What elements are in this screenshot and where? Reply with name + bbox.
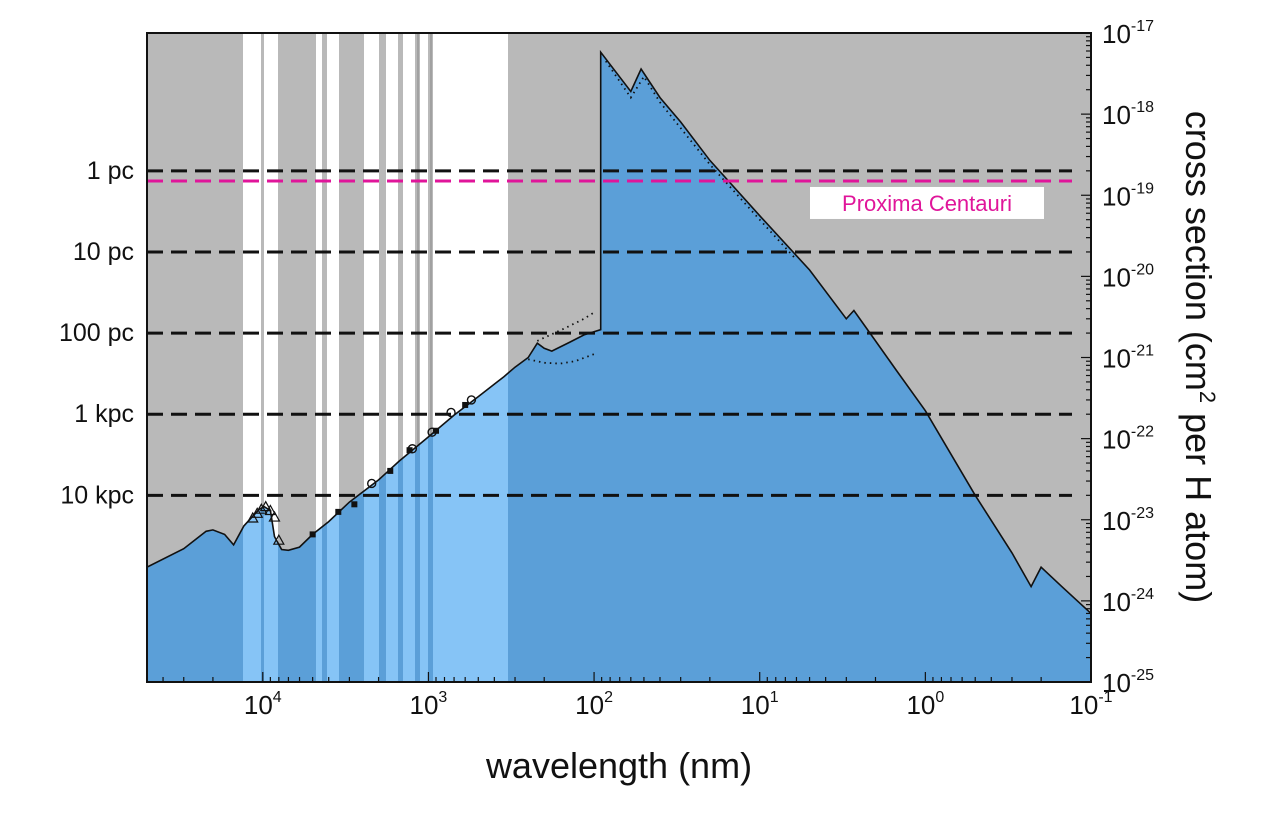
x-tick-label: 103 (410, 689, 448, 720)
distance-label: 100 pc (59, 319, 134, 347)
x-tick-label: 102 (575, 689, 613, 720)
y-tick-exponent: -20 (1131, 261, 1154, 278)
circle-marker (367, 478, 377, 489)
measurement-markers (246, 395, 477, 545)
distance-label: 10 kpc (60, 481, 134, 509)
distance-label: 1 kpc (74, 400, 134, 428)
y-tick-exponent: -17 (1131, 18, 1154, 35)
y-tick-label: 10-21 (1102, 343, 1154, 374)
cross-section-area (147, 52, 1091, 682)
y-tick-base: 10 (1102, 262, 1131, 292)
y-tick-base: 10 (1102, 506, 1131, 536)
y-tick-label: 10-23 (1102, 505, 1154, 536)
y-axis-title-main: cross section (cm (1178, 111, 1219, 391)
x-tick-base: 10 (410, 690, 439, 720)
x-tick-base: 10 (575, 690, 604, 720)
y-tick-exponent: -23 (1131, 505, 1154, 522)
x-tick-base: 10 (1069, 690, 1098, 720)
y-axis-title-rest: per H atom) (1178, 403, 1219, 603)
x-tick-label: 10-1 (1069, 689, 1112, 720)
proxima-label-box (810, 186, 1044, 219)
y-tick-base: 10 (1102, 19, 1131, 49)
x-tick-label: 100 (906, 689, 944, 720)
distance-label: 10 pc (73, 238, 134, 266)
x-tick-label: 101 (741, 689, 779, 720)
y-tick-base: 10 (1102, 425, 1131, 455)
x-tick-exponent: 2 (604, 689, 613, 706)
window-band (316, 33, 322, 682)
x-tick-exponent: 4 (273, 689, 282, 706)
x-tick-exponent: 1 (770, 689, 779, 706)
x-tick-exponent: -1 (1098, 689, 1112, 706)
y-tick-base: 10 (1102, 100, 1131, 130)
x-axis-title: wavelength (nm) (485, 745, 752, 786)
y-tick-base: 10 (1102, 587, 1131, 617)
y-axis-title: cross section (cm2 per H atom) (1178, 111, 1220, 603)
y-tick-label: 10-25 (1102, 667, 1154, 698)
triangle-marker (259, 500, 272, 512)
square-marker (335, 508, 342, 515)
x-tick-exponent: 3 (438, 689, 447, 706)
y-tick-exponent: -24 (1131, 586, 1154, 603)
circle-marker (446, 407, 456, 418)
x-axis-ticks: 104 103 102 101 100 10-1 (146, 672, 1113, 720)
dotted-curve-edge (605, 60, 798, 261)
y-tick-exponent: -22 (1131, 424, 1154, 441)
square-marker (462, 401, 469, 408)
y-tick-label: 10-18 (1102, 99, 1154, 130)
y-tick-base: 10 (1102, 668, 1131, 698)
circle-marker (407, 444, 418, 454)
x-tick-base: 10 (906, 690, 935, 720)
y-tick-exponent: -21 (1131, 343, 1154, 360)
y-tick-label: 10-22 (1102, 424, 1154, 455)
distance-label: 1 pc (87, 157, 134, 185)
x-tick-base: 10 (244, 690, 273, 720)
circle-marker (466, 395, 477, 405)
y-tick-exponent: -25 (1131, 667, 1154, 684)
y-tick-base: 10 (1102, 181, 1131, 211)
y-tick-exponent: -19 (1131, 180, 1154, 197)
y-tick-label: 10-17 (1102, 18, 1154, 49)
triangle-marker (268, 510, 281, 522)
y-tick-label: 10-20 (1102, 261, 1154, 292)
square-marker (351, 501, 358, 508)
cross-section-curve (147, 49, 1091, 614)
distance-lines: 1 pc 10 pc 100 pc 1 kpc 10 kpc (59, 157, 1072, 509)
y-axis-ticks: 10-1710-1810-1910-2010-2110-2210-2310-24… (1081, 18, 1154, 698)
triangle-marker (255, 502, 268, 514)
proxima-annotation: Proxima Centauri (147, 179, 1072, 219)
y-tick-base: 10 (1102, 344, 1131, 374)
y-axis-title-sup: 2 (1195, 391, 1220, 403)
x-tick-label: 104 (244, 689, 282, 720)
x-tick-base: 10 (741, 690, 770, 720)
proxima-label: Proxima Centauri (842, 191, 1012, 216)
square-marker (387, 467, 394, 474)
square-marker (309, 531, 316, 538)
y-tick-exponent: -18 (1131, 99, 1154, 116)
triangle-marker (264, 504, 277, 516)
square-marker (406, 447, 413, 454)
y-tick-label: 10-19 (1102, 180, 1154, 211)
y-tick-label: 10-24 (1102, 586, 1154, 617)
triangle-marker (272, 533, 285, 545)
x-tick-exponent: 0 (935, 689, 944, 706)
window-band (420, 33, 428, 682)
circle-marker (427, 427, 437, 437)
